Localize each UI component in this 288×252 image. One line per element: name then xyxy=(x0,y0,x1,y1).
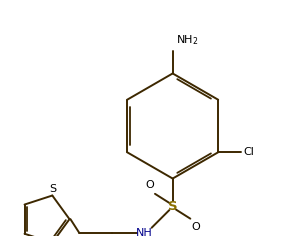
Text: O: O xyxy=(145,180,154,190)
Text: S: S xyxy=(49,184,56,194)
Text: S: S xyxy=(168,200,177,213)
Text: NH$_2$: NH$_2$ xyxy=(177,33,199,47)
Text: Cl: Cl xyxy=(243,147,254,157)
Text: NH: NH xyxy=(136,228,152,238)
Text: O: O xyxy=(191,223,200,233)
